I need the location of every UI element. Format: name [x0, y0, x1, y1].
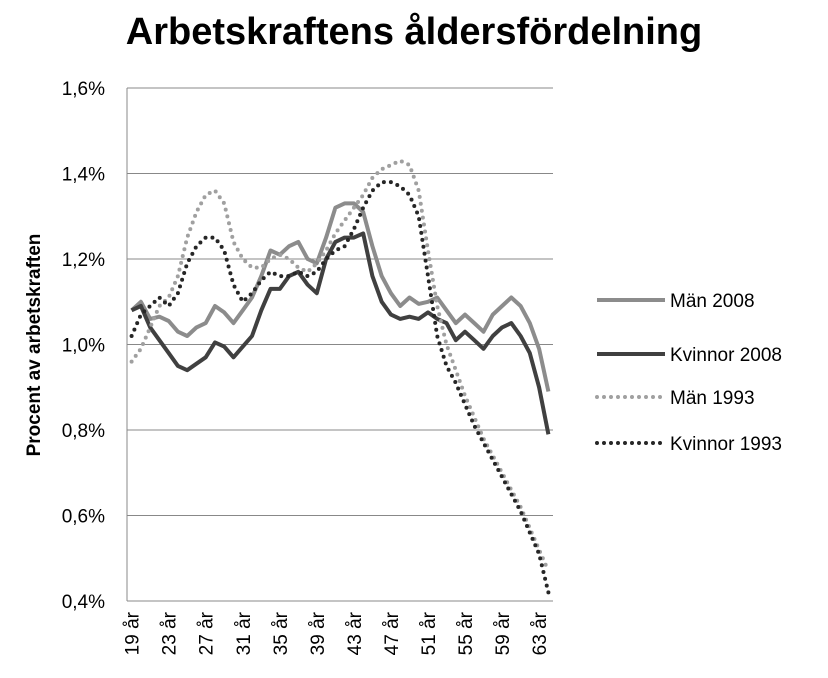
x-tick-label: 27 år: [197, 611, 218, 655]
legend-label: Män 1993: [670, 388, 755, 409]
y-tick-label: 1,0%: [62, 336, 105, 357]
x-tick-label: 19 år: [123, 611, 144, 655]
x-tick-label: 31 år: [234, 611, 255, 655]
y-tick-label: 1,2%: [62, 250, 105, 271]
x-tick-label: 55 år: [456, 611, 477, 655]
x-tick-label: 59 år: [493, 611, 514, 655]
x-tick-label: 39 år: [308, 611, 329, 655]
series-line: [130, 231, 551, 435]
x-tick-label: 23 år: [160, 611, 181, 655]
y-axis-title: Procent av arbetskraften: [24, 234, 45, 457]
legend-label: Kvinnor 1993: [670, 434, 782, 455]
y-tick-label: 1,6%: [62, 79, 105, 100]
series-line: [129, 180, 551, 595]
legend-label: Män 2008: [670, 291, 755, 312]
x-tick-label: 47 år: [382, 611, 403, 655]
y-tick-label: 1,4%: [62, 165, 105, 186]
series-line: [129, 158, 551, 574]
series-line: [130, 201, 551, 392]
legend-label: Kvinnor 2008: [670, 345, 782, 366]
x-tick-label: 35 år: [271, 611, 292, 655]
y-tick-label: 0,4%: [62, 592, 105, 613]
x-tick-label: 63 år: [530, 611, 551, 655]
y-tick-label: 0,8%: [62, 421, 105, 442]
x-tick-label: 51 år: [419, 611, 440, 655]
chart-title: Arbetskraftens åldersfördelning: [126, 11, 702, 53]
y-tick-label: 0,6%: [62, 507, 105, 528]
x-tick-label: 43 år: [345, 611, 366, 655]
